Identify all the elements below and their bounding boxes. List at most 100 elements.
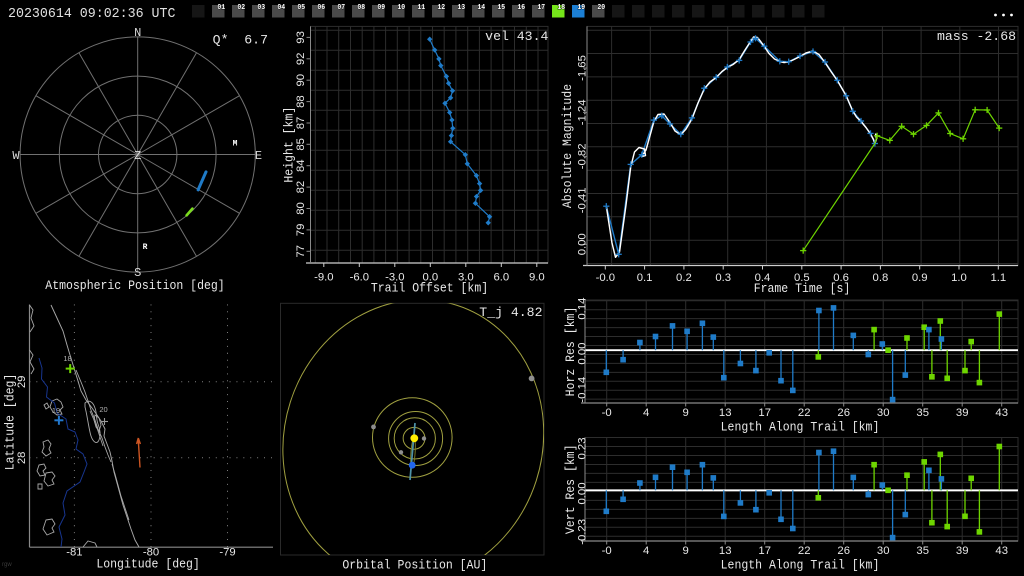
- svg-text:6.0: 6.0: [493, 271, 509, 283]
- svg-text:17: 17: [537, 4, 545, 12]
- svg-text:13: 13: [719, 407, 732, 419]
- svg-text:20: 20: [597, 4, 605, 12]
- svg-text:39: 39: [956, 545, 969, 557]
- svg-text:M: M: [233, 140, 238, 149]
- svg-text:-3.0: -3.0: [385, 271, 404, 283]
- svg-text:Orbital Position [AU]: Orbital Position [AU]: [342, 558, 487, 573]
- svg-text:-6.0: -6.0: [350, 271, 369, 283]
- svg-text:11: 11: [417, 4, 425, 12]
- svg-text:4: 4: [643, 545, 649, 557]
- svg-text:-1.24: -1.24: [577, 100, 589, 126]
- svg-text:T_j 4.82: T_j 4.82: [479, 305, 542, 320]
- svg-text:Frame Time [s]: Frame Time [s]: [754, 281, 851, 296]
- svg-text:Length Along Trail [km]: Length Along Trail [km]: [721, 558, 880, 573]
- svg-text:0.1: 0.1: [637, 272, 653, 284]
- svg-text:N: N: [134, 26, 141, 40]
- svg-text:26: 26: [837, 407, 850, 419]
- svg-text:-81: -81: [66, 547, 82, 559]
- svg-text:0.8: 0.8: [873, 272, 889, 284]
- svg-text:Atmospheric Position [deg]: Atmospheric Position [deg]: [45, 278, 224, 293]
- svg-text:0.5: 0.5: [794, 272, 810, 284]
- svg-text:-0.14: -0.14: [577, 377, 589, 403]
- svg-text:R: R: [143, 243, 148, 252]
- svg-text:-9.0: -9.0: [314, 271, 333, 283]
- svg-text:-0.41: -0.41: [577, 188, 589, 214]
- svg-text:-0: -0: [602, 407, 612, 419]
- svg-text:18: 18: [63, 354, 71, 363]
- svg-text:9.0: 9.0: [529, 271, 545, 283]
- svg-text:0.3: 0.3: [715, 272, 731, 284]
- svg-text:17: 17: [758, 545, 771, 557]
- svg-text:9: 9: [683, 407, 689, 419]
- svg-text:16: 16: [517, 4, 525, 12]
- svg-text:-0: -0: [602, 545, 612, 557]
- svg-text:79: 79: [295, 224, 307, 237]
- svg-text:-0.23: -0.23: [577, 519, 589, 545]
- svg-text:05: 05: [297, 4, 305, 12]
- svg-text:19: 19: [52, 406, 60, 415]
- svg-text:13: 13: [457, 4, 465, 12]
- svg-text:43: 43: [995, 407, 1008, 419]
- svg-text:87: 87: [295, 117, 307, 130]
- svg-text:29: 29: [16, 376, 28, 389]
- svg-text:0.00: 0.00: [577, 343, 589, 365]
- svg-text:3.0: 3.0: [458, 271, 474, 283]
- svg-text:-80: -80: [143, 547, 159, 559]
- svg-text:E: E: [255, 149, 262, 163]
- svg-text:S: S: [134, 266, 141, 280]
- svg-text:W: W: [12, 149, 20, 163]
- svg-text:84: 84: [295, 159, 307, 172]
- svg-text:01: 01: [217, 4, 225, 12]
- svg-text:0.9: 0.9: [912, 272, 928, 284]
- svg-text:22: 22: [798, 545, 811, 557]
- svg-text:0.4: 0.4: [755, 272, 771, 284]
- svg-text:15: 15: [497, 4, 505, 12]
- svg-text:28: 28: [16, 452, 28, 465]
- svg-text:Q* 6.7: Q* 6.7: [213, 33, 268, 48]
- svg-text:04: 04: [277, 4, 285, 12]
- svg-text:0.2: 0.2: [676, 272, 692, 284]
- svg-text:Vert Res [km]: Vert Res [km]: [563, 444, 578, 534]
- svg-text:Horz Res [km]: Horz Res [km]: [563, 307, 578, 397]
- svg-text:93: 93: [295, 31, 307, 44]
- svg-text:06: 06: [317, 4, 325, 12]
- svg-text:20230614 09:02:36 UTC: 20230614 09:02:36 UTC: [8, 7, 176, 22]
- svg-text:30: 30: [877, 407, 890, 419]
- svg-text:35: 35: [916, 545, 929, 557]
- svg-text:9: 9: [683, 545, 689, 557]
- svg-text:10: 10: [397, 4, 405, 12]
- svg-text:30: 30: [877, 545, 890, 557]
- svg-text:Longitude [deg]: Longitude [deg]: [96, 557, 200, 572]
- svg-text:-0.82: -0.82: [577, 144, 589, 170]
- svg-text:Absolute Magnitude: Absolute Magnitude: [560, 84, 575, 208]
- svg-text:17: 17: [758, 407, 771, 419]
- svg-text:0.6: 0.6: [833, 272, 849, 284]
- svg-text:35: 35: [916, 407, 929, 419]
- svg-text:12: 12: [437, 4, 445, 12]
- svg-text:-79: -79: [219, 547, 235, 559]
- svg-text:0.23: 0.23: [577, 438, 589, 460]
- svg-text:mass -2.68: mass -2.68: [937, 29, 1016, 44]
- svg-text:Latitude [deg]: Latitude [deg]: [3, 374, 18, 471]
- svg-text:Length Along Trail [km]: Length Along Trail [km]: [721, 420, 880, 435]
- svg-text:13: 13: [719, 545, 732, 557]
- svg-text:02: 02: [237, 4, 245, 12]
- svg-text:14: 14: [477, 4, 485, 12]
- svg-text:Height [km]: Height [km]: [282, 107, 297, 183]
- svg-text:08: 08: [357, 4, 365, 12]
- svg-text:82: 82: [295, 181, 307, 194]
- svg-text:26: 26: [837, 545, 850, 557]
- svg-text:43: 43: [995, 545, 1008, 557]
- svg-text:-0.0: -0.0: [596, 272, 615, 284]
- svg-text:03: 03: [257, 4, 265, 12]
- svg-text:vel 43.4: vel 43.4: [485, 29, 548, 44]
- svg-text:77: 77: [295, 245, 307, 258]
- svg-text:22: 22: [798, 407, 811, 419]
- svg-text:88: 88: [295, 95, 307, 108]
- svg-text:07: 07: [337, 4, 345, 12]
- svg-text:rgw: rgw: [2, 562, 12, 568]
- svg-text:Z: Z: [134, 149, 141, 163]
- svg-text:1.0: 1.0: [951, 272, 967, 284]
- svg-text:18: 18: [557, 4, 565, 12]
- svg-text:20: 20: [99, 405, 107, 414]
